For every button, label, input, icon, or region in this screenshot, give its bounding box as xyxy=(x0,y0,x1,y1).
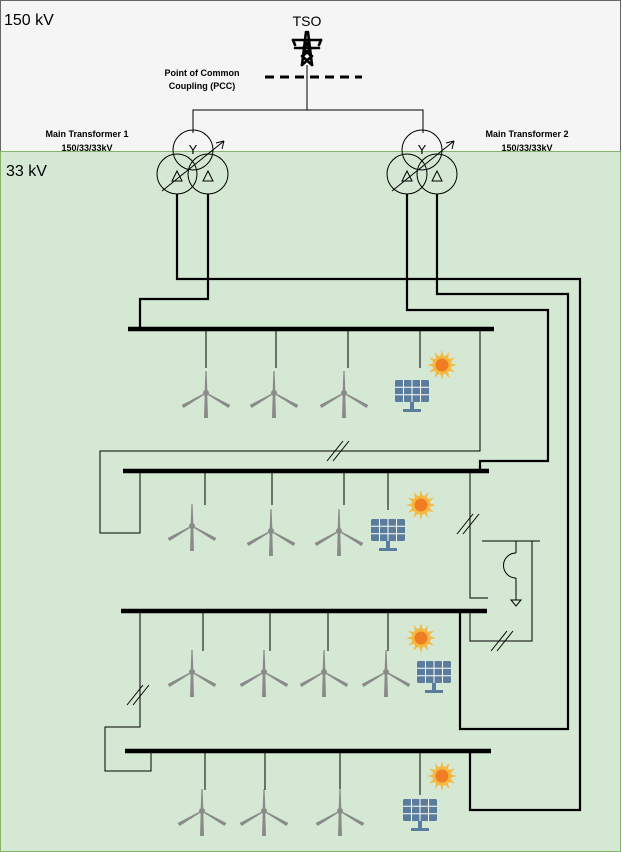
feeder-cables xyxy=(138,194,582,812)
reactor-branch xyxy=(469,541,533,642)
feeder-tr1-bus1 xyxy=(138,194,210,329)
feeder-tr1-bus4 xyxy=(175,194,582,812)
sun-icon xyxy=(406,623,436,653)
feeder-tr2-bus2 xyxy=(405,194,550,471)
break-markers xyxy=(126,440,514,706)
sun-icon xyxy=(427,761,457,791)
pcc-label-line1: Point of Common xyxy=(165,68,240,78)
transformer-1-winding: Y xyxy=(189,142,198,157)
tso-label: TSO xyxy=(293,13,322,29)
hv-connection xyxy=(192,65,424,133)
tie-bus3-bus4 xyxy=(104,611,152,772)
busbars xyxy=(121,326,494,754)
zone-33kv xyxy=(0,151,621,852)
transformer-1-name: Main Transformer 1 xyxy=(45,129,128,139)
tie-bus1-bus2 xyxy=(99,329,481,534)
pcc-label-line2: Coupling (PCC) xyxy=(169,81,236,91)
branch-lines xyxy=(99,329,540,795)
zone-33kv-label: 33 kV xyxy=(6,163,47,180)
transformer-2-name: Main Transformer 2 xyxy=(485,129,568,139)
feeder-tr2-bus3 xyxy=(435,194,570,731)
transformer-2-winding: Y xyxy=(418,142,427,157)
sun-icon xyxy=(406,490,436,520)
zone-150kv-label: 150 kV xyxy=(4,12,54,29)
transformer-2-rating: 150/33/33kV xyxy=(501,143,552,153)
sun-icon xyxy=(427,350,457,380)
transformer-1-rating: 150/33/33kV xyxy=(61,143,112,153)
generation-units xyxy=(167,350,457,836)
tie-bus2-bus3 xyxy=(469,471,488,599)
